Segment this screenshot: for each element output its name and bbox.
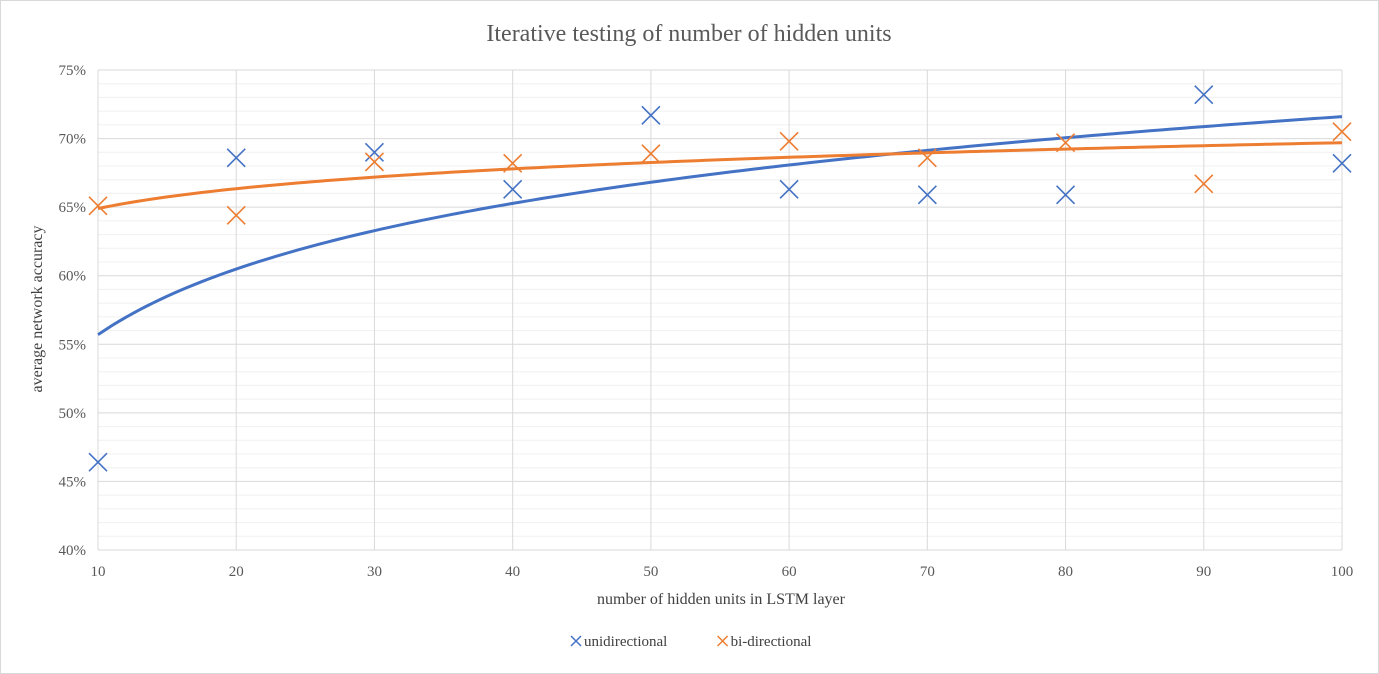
marker-unidirectional	[1055, 185, 1076, 205]
x-tick-label: 40	[505, 564, 520, 580]
marker-stroke	[1055, 133, 1076, 153]
marker-bi-directional	[1194, 174, 1214, 194]
marker-unidirectional	[364, 142, 385, 162]
x-axis-label: number of hidden units in LSTM layer	[597, 591, 846, 608]
y-tick-label: 75%	[59, 63, 87, 79]
marker-unidirectional	[641, 105, 661, 125]
data-markers	[88, 85, 1352, 472]
x-tick-label: 70	[920, 564, 935, 580]
marker-stroke	[1332, 122, 1352, 142]
marker-unidirectional	[1332, 153, 1352, 173]
trendline-unidirectional	[97, 115, 1343, 336]
y-tick-label: 50%	[59, 406, 87, 422]
y-axis-tick-labels: 40% 45% 50% 55% 60% 65% 70% 75%	[59, 63, 87, 559]
marker-bi-directional	[88, 196, 108, 216]
legend-marker	[717, 635, 729, 647]
major-gridlines	[97, 69, 1343, 551]
marker-stroke	[1055, 185, 1076, 205]
x-tick-label: 80	[1058, 564, 1073, 580]
legend: unidirectional bi-directional	[570, 634, 812, 650]
x-tick-label: 20	[229, 564, 244, 580]
marker-stroke	[1194, 174, 1214, 194]
marker-unidirectional	[917, 185, 937, 205]
y-tick-label: 55%	[59, 337, 87, 353]
x-tick-label: 30	[367, 564, 382, 580]
x-tick-label: 10	[91, 564, 106, 580]
marker-bi-directional	[917, 148, 937, 168]
marker-stroke	[779, 131, 799, 151]
marker-stroke	[226, 205, 246, 225]
marker-stroke	[917, 185, 937, 205]
marker-bi-directional	[503, 153, 523, 173]
marker-stroke	[1332, 153, 1352, 173]
marker-stroke	[503, 153, 523, 173]
y-tick-label: 45%	[59, 474, 87, 490]
marker-bi-directional	[1332, 122, 1352, 142]
legend-item-unidirectional: unidirectional	[570, 634, 667, 650]
y-tick-label: 40%	[59, 543, 87, 559]
marker-stroke	[364, 152, 385, 172]
marker-stroke	[1194, 85, 1214, 105]
marker-bi-directional	[641, 144, 661, 164]
y-tick-label: 65%	[59, 200, 87, 216]
minor-gridlines	[98, 83, 1342, 537]
marker-stroke	[641, 144, 661, 164]
x-tick-label: 50	[643, 564, 658, 580]
legend-label: bi-directional	[731, 634, 812, 650]
x-tick-label: 60	[782, 564, 797, 580]
marker-unidirectional	[779, 179, 799, 199]
x-tick-label: 90	[1196, 564, 1211, 580]
legend-marker	[570, 635, 582, 647]
chart-title: Iterative testing of number of hidden un…	[486, 21, 891, 47]
marker-stroke	[779, 179, 799, 199]
marker-bi-directional	[1055, 133, 1076, 153]
marker-stroke	[917, 148, 937, 168]
marker-stroke	[503, 179, 523, 199]
marker-unidirectional	[503, 179, 523, 199]
marker-stroke	[226, 148, 246, 168]
marker-stroke	[641, 105, 661, 125]
x-axis-tick-labels: 10 20 30 40 50 60 70 80 90 100	[91, 564, 1354, 580]
y-axis-label: average network accuracy	[29, 226, 46, 393]
y-tick-label: 70%	[59, 132, 87, 148]
marker-unidirectional	[88, 452, 108, 472]
marker-unidirectional	[226, 148, 246, 168]
marker-bi-directional	[779, 131, 799, 151]
x-tick-label: 100	[1331, 564, 1354, 580]
trendline-bi-directional	[97, 141, 1343, 210]
y-tick-label: 60%	[59, 269, 87, 285]
trendlines	[97, 115, 1343, 336]
marker-bi-directional	[364, 152, 385, 172]
marker-stroke	[88, 196, 108, 216]
marker-unidirectional	[1194, 85, 1214, 105]
marker-stroke	[364, 142, 385, 162]
marker-bi-directional	[226, 205, 246, 225]
legend-label: unidirectional	[584, 634, 667, 650]
marker-stroke	[88, 452, 108, 472]
legend-item-bi-directional: bi-directional	[717, 634, 812, 650]
